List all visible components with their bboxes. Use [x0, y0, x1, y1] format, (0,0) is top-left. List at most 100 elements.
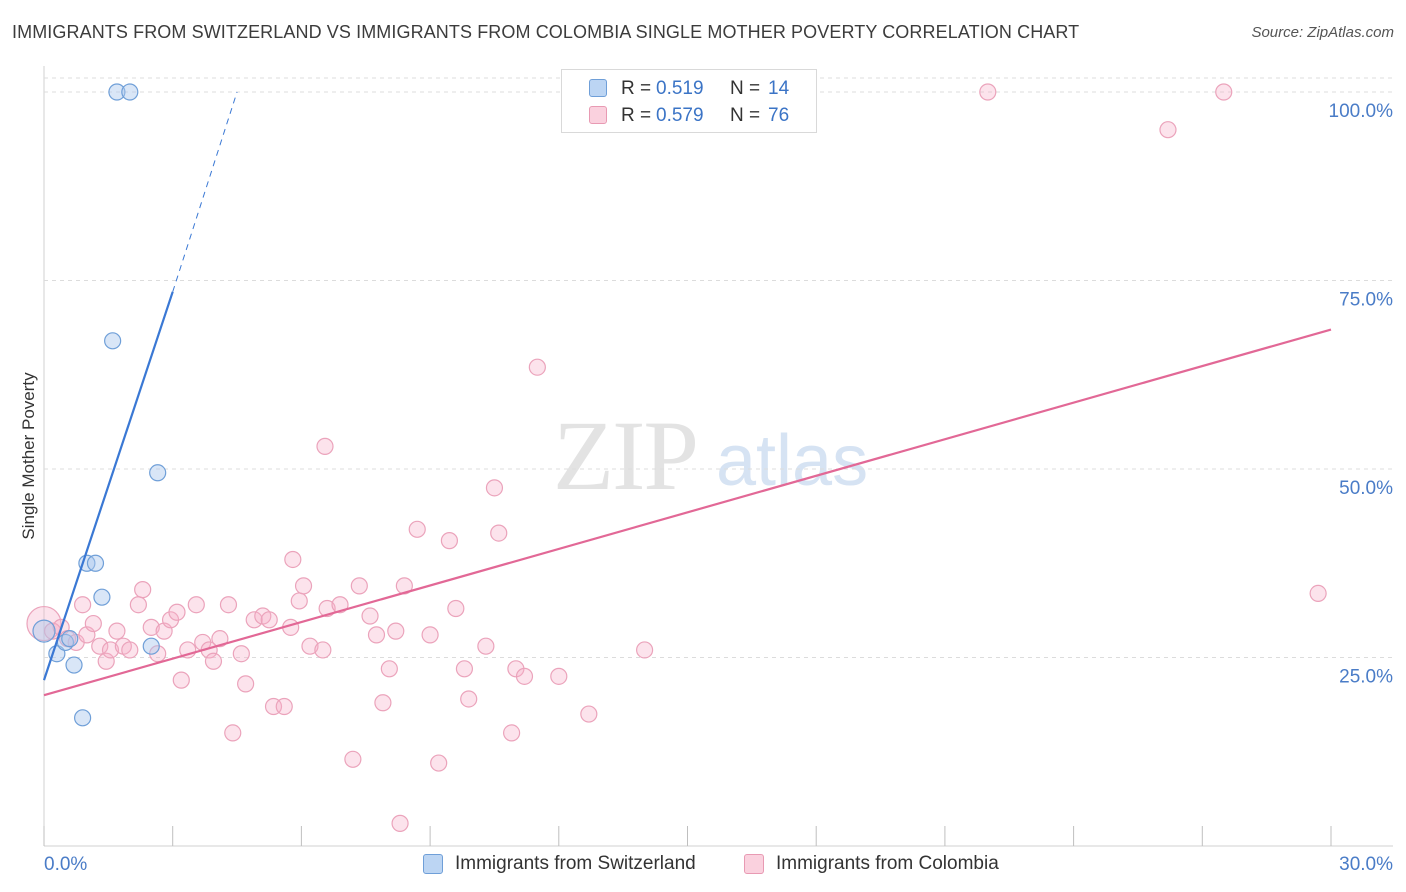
data-point-colombia: [477, 637, 495, 655]
data-point-colombia: [503, 724, 521, 742]
legend-row-colombia: R = 0.579 N = 76: [562, 103, 816, 129]
data-point-colombia: [260, 611, 278, 629]
data-point-colombia: [331, 596, 349, 614]
data-point-colombia: [142, 618, 160, 636]
data-point-colombia: [284, 550, 302, 569]
trend-line-switzerland: [42, 291, 174, 681]
data-point-colombia: [1215, 83, 1233, 101]
legend-r-value-switzerland: 0.519: [656, 78, 704, 99]
trend-line-colombia: [43, 328, 1332, 697]
chart-title: IMMIGRANTS FROM SWITZERLAND VS IMMIGRANT…: [12, 22, 1080, 42]
data-point-colombia: [515, 667, 534, 685]
data-point-colombia: [1159, 121, 1177, 139]
y-tick-label: 50.0%: [1339, 478, 1393, 499]
data-point-colombia: [408, 520, 426, 538]
correlation-legend: R = 0.519 N = 14 R = 0.579 N = 76: [561, 69, 817, 133]
data-point-colombia: [237, 675, 255, 693]
bottom-swatch-switzerland: [423, 854, 443, 874]
data-point-colombia: [455, 660, 474, 678]
data-point-colombia: [108, 622, 126, 640]
data-point-colombia: [344, 750, 362, 768]
data-point-colombia: [245, 611, 263, 629]
data-point-colombia: [1309, 584, 1327, 603]
data-point-colombia: [294, 577, 313, 595]
legend-r-value-colombia: 0.579: [656, 105, 704, 126]
data-point-switzerland: [86, 554, 105, 572]
data-point-colombia: [374, 694, 392, 712]
data-point-colombia: [121, 641, 139, 659]
data-point-colombia: [316, 437, 334, 455]
data-point-switzerland: [48, 645, 66, 663]
data-point-colombia: [129, 596, 147, 614]
x-tick-label: 30.0%: [1339, 854, 1393, 875]
legend-n-label: N =: [730, 105, 761, 126]
data-point-colombia: [219, 596, 238, 614]
source-credit: Source: ZipAtlas.com: [1251, 24, 1394, 41]
data-point-switzerland: [61, 630, 79, 648]
legend-swatch-colombia: [589, 106, 607, 124]
x-tick-label: 0.0%: [44, 854, 87, 875]
data-point-colombia: [26, 605, 62, 642]
data-point-colombia: [440, 532, 459, 550]
data-point-colombia: [290, 592, 308, 610]
data-point-colombia: [361, 607, 379, 625]
data-point-colombia: [387, 622, 405, 640]
data-point-colombia: [97, 652, 115, 670]
data-point-colombia: [367, 626, 386, 644]
trend-line-switzerland-extension: [172, 91, 238, 292]
data-point-colombia: [635, 641, 654, 659]
data-point-switzerland: [104, 332, 122, 350]
data-point-colombia: [350, 577, 368, 595]
watermark-atlas: atlas: [716, 421, 869, 501]
watermark-zip: ZIP: [553, 400, 699, 511]
data-point-colombia: [74, 596, 92, 614]
data-point-colombia: [314, 641, 332, 659]
data-point-colombia: [187, 596, 205, 614]
y-tick-label: 25.0%: [1339, 667, 1393, 688]
legend-r-label: R =: [621, 78, 652, 99]
data-point-switzerland: [149, 464, 167, 482]
data-point-colombia: [490, 524, 508, 542]
data-point-colombia: [134, 581, 152, 599]
data-point-colombia: [101, 641, 120, 659]
data-point-switzerland: [74, 709, 92, 727]
legend-n-value-colombia: 76: [768, 105, 790, 126]
data-point-colombia: [550, 667, 568, 685]
data-point-colombia: [580, 705, 598, 723]
data-point-colombia: [421, 626, 439, 644]
data-point-colombia: [84, 614, 102, 633]
bottom-swatch-colombia: [744, 854, 764, 874]
data-point-colombia: [168, 603, 186, 621]
data-point-colombia: [224, 724, 242, 742]
data-point-colombia: [232, 645, 250, 663]
y-tick-label: 75.0%: [1339, 290, 1393, 311]
data-point-colombia: [172, 671, 190, 689]
data-point-colombia: [380, 660, 398, 678]
legend-n-label: N =: [730, 78, 761, 99]
data-point-colombia: [485, 479, 504, 497]
data-point-colombia: [211, 630, 229, 648]
data-point-colombia: [204, 652, 223, 670]
bottom-legend-label-switzerland: Immigrants from Switzerland: [455, 853, 696, 874]
y-tick-label: 100.0%: [1329, 101, 1394, 122]
data-point-colombia: [91, 637, 109, 655]
data-point-switzerland: [93, 588, 111, 606]
data-point-switzerland: [142, 637, 160, 655]
data-point-switzerland: [108, 83, 126, 101]
data-point-switzerland: [65, 656, 83, 674]
legend-swatch-switzerland: [589, 79, 607, 97]
legend-n-value-switzerland: 14: [768, 78, 790, 99]
data-point-colombia: [460, 690, 478, 708]
data-point-colombia: [528, 358, 546, 376]
y-axis-label: Single Mother Poverty: [19, 372, 38, 540]
data-point-colombia: [430, 754, 448, 772]
data-point-colombia: [391, 814, 409, 832]
data-point-switzerland: [32, 619, 56, 643]
data-point-switzerland: [121, 83, 139, 101]
data-point-colombia: [979, 83, 997, 101]
data-point-colombia: [301, 637, 319, 655]
data-point-colombia: [275, 697, 293, 716]
bottom-legend-label-colombia: Immigrants from Colombia: [776, 853, 999, 874]
data-point-colombia: [447, 599, 465, 618]
